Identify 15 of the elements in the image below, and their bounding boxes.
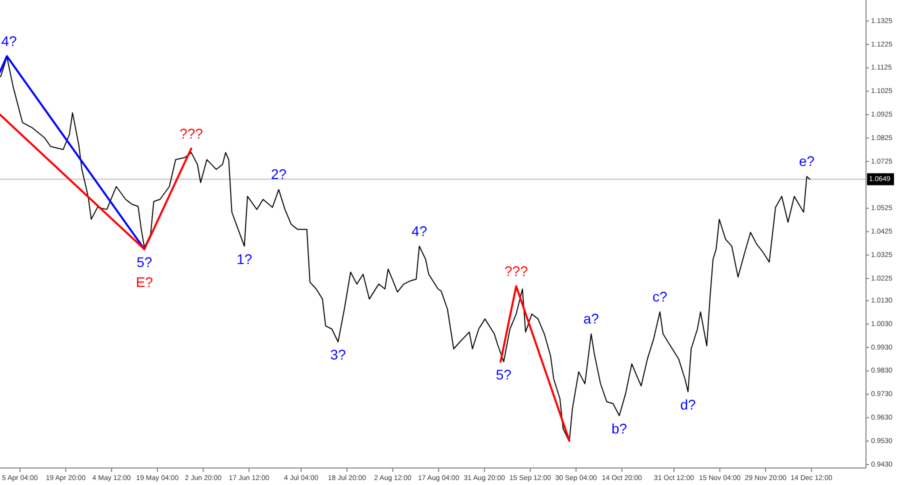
annotation: 4? xyxy=(412,222,428,239)
annotation: a? xyxy=(583,310,600,327)
annotation: E? xyxy=(136,274,154,290)
annotation: 3? xyxy=(330,346,346,363)
annotation: 2? xyxy=(270,166,287,182)
annotation: 4? xyxy=(1,32,17,49)
annotation: ??? xyxy=(180,125,204,142)
annotation: 5? xyxy=(496,366,512,382)
annotation: e? xyxy=(798,153,815,170)
annotation: ??? xyxy=(504,262,528,279)
annotation: b? xyxy=(612,420,628,436)
annotation: d? xyxy=(680,396,696,412)
annotation: c? xyxy=(652,288,668,305)
annotation: 1? xyxy=(236,250,252,267)
annotation: 5? xyxy=(136,254,152,270)
